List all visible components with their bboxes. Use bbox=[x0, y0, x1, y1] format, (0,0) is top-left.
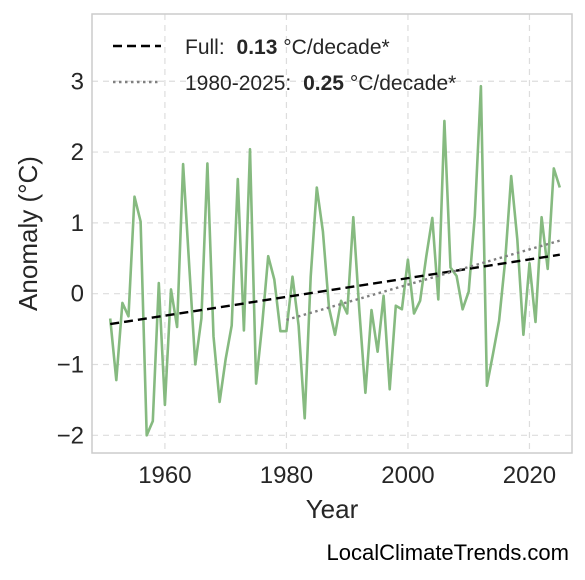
legend-full-name: Full: bbox=[185, 36, 225, 59]
plot-frame bbox=[91, 13, 573, 454]
y-tick-label: −1 bbox=[57, 351, 84, 378]
y-tick-label: 3 bbox=[71, 68, 84, 95]
full-trend-line bbox=[110, 253, 560, 326]
x-tick-label: 1980 bbox=[260, 462, 313, 489]
legend-recent-unit: °C/decade* bbox=[350, 72, 456, 95]
x-tick-label: 2000 bbox=[381, 462, 434, 489]
series-layer bbox=[108, 84, 562, 437]
y-axis-label: Anomaly (°C) bbox=[13, 156, 43, 311]
legend-full-unit: °C/decade* bbox=[283, 36, 389, 59]
y-tick-label: 0 bbox=[71, 281, 84, 308]
y-tick-label: 1 bbox=[71, 210, 84, 237]
y-tick-label: 2 bbox=[71, 139, 84, 166]
legend-recent-value: 0.25 bbox=[303, 72, 344, 95]
x-axis-label: Year bbox=[306, 494, 359, 524]
x-tick-label: 1960 bbox=[138, 462, 191, 489]
legend-entry-full-trend: Full: 0.13 °C/decade* bbox=[185, 36, 390, 59]
x-tick-label: 2020 bbox=[503, 462, 556, 489]
legend-entry-recent-trend: 1980-2025: 0.25 °C/decade* bbox=[185, 72, 456, 95]
legend-full-value: 0.13 bbox=[237, 36, 278, 59]
site-credit: LocalClimateTrends.com bbox=[327, 540, 570, 565]
legend: Full: 0.13 °C/decade* 1980-2025: 0.25 °C… bbox=[113, 36, 456, 95]
anomaly-series-line bbox=[108, 84, 562, 437]
y-tick-label: −2 bbox=[57, 422, 84, 449]
legend-recent-name: 1980-2025: bbox=[185, 72, 291, 95]
tick-labels: 1960 1980 2000 2020 −2 −1 0 1 2 3 bbox=[57, 68, 557, 489]
